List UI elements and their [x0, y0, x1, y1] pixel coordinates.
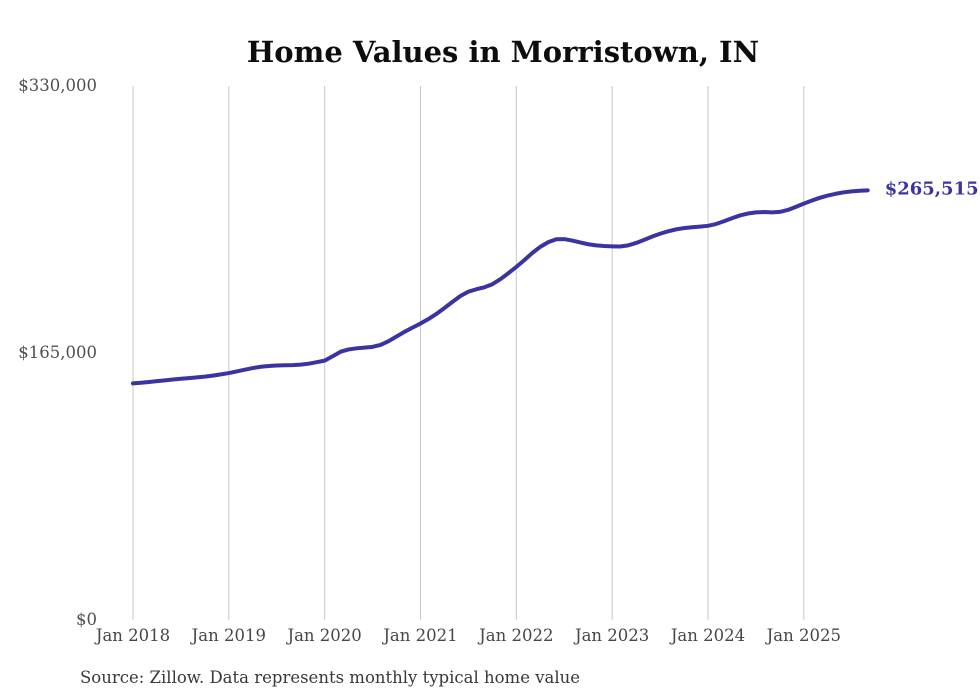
- x-tick-label: Jan 2025: [765, 626, 841, 645]
- gridlines: [132, 86, 805, 620]
- x-axis: Jan 2018 Jan 2019 Jan 2020 Jan 2021 Jan …: [94, 626, 841, 645]
- x-tick-label: Jan 2019: [190, 626, 266, 645]
- y-tick-label: $330,000: [18, 76, 97, 95]
- y-tick-label: $165,000: [18, 343, 97, 362]
- end-value-label: $265,515: [885, 178, 979, 199]
- y-tick-label: $0: [76, 610, 97, 629]
- x-tick-label: Jan 2020: [285, 626, 361, 645]
- source-note: Source: Zillow. Data represents monthly …: [80, 668, 580, 687]
- x-tick-label: Jan 2022: [477, 626, 553, 645]
- x-tick-label: Jan 2024: [669, 626, 745, 645]
- chart-title: Home Values in Morristown, IN: [247, 35, 759, 69]
- x-tick-label: Jan 2021: [381, 626, 457, 645]
- x-tick-label: Jan 2018: [94, 626, 170, 645]
- y-axis: $0 $165,000 $330,000: [18, 76, 97, 629]
- home-value-line: [131, 188, 870, 386]
- x-tick-label: Jan 2023: [573, 626, 649, 645]
